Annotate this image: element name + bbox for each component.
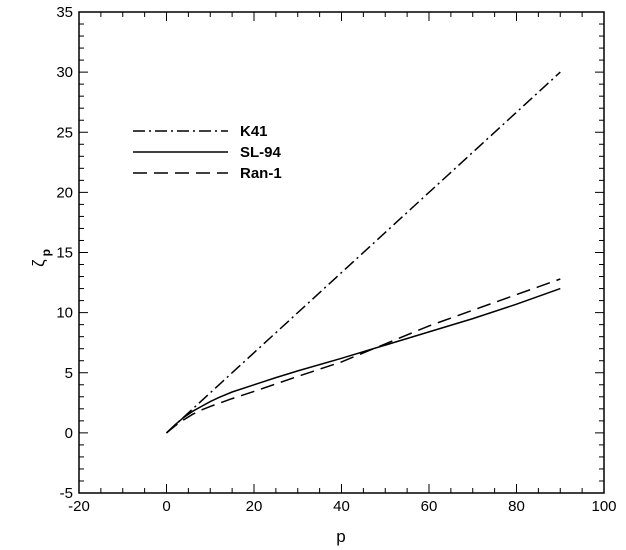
x-tick-label: -20 xyxy=(68,498,90,515)
y-tick-label: 25 xyxy=(56,124,73,141)
y-tick-label: -5 xyxy=(60,485,73,502)
x-tick-label: 100 xyxy=(591,498,616,515)
y-tick-label: 10 xyxy=(56,305,73,322)
series-line-k41 xyxy=(165,71,561,434)
y-axis-title-subscript: p xyxy=(39,249,53,256)
legend-label-k41: K41 xyxy=(240,123,268,140)
y-tick-label: 20 xyxy=(56,184,73,201)
x-tick-label: 40 xyxy=(333,498,350,515)
legend: K41 SL-94 Ran-1 xyxy=(133,123,282,182)
x-tick-label: 60 xyxy=(421,498,438,515)
x-tick-label: 80 xyxy=(508,498,525,515)
y-tick-label: 30 xyxy=(56,64,73,81)
axis-ticks: -20 0 20 40 60 80 100 -5 0 5 10 15 20 25 30 35 xyxy=(56,4,616,515)
x-axis-title: p xyxy=(336,527,345,546)
x-tick-label: 20 xyxy=(246,498,263,515)
plot-area-frame xyxy=(78,11,605,494)
series-layer xyxy=(165,71,561,434)
y-tick-label: 15 xyxy=(56,245,73,262)
legend-label-ran-1: Ran-1 xyxy=(240,165,282,182)
x-tick-label: 0 xyxy=(162,498,170,515)
series-line-ran-1 xyxy=(166,278,561,434)
legend-label-sl-94: SL-94 xyxy=(240,144,282,161)
y-tick-label: 35 xyxy=(56,4,73,21)
y-axis-title-main: ζ xyxy=(29,259,48,267)
y-tick-label: 0 xyxy=(65,425,73,442)
y-tick-label: 5 xyxy=(65,365,73,382)
y-axis-title: ζp xyxy=(29,249,53,267)
series-line-sl-94 xyxy=(165,287,561,434)
